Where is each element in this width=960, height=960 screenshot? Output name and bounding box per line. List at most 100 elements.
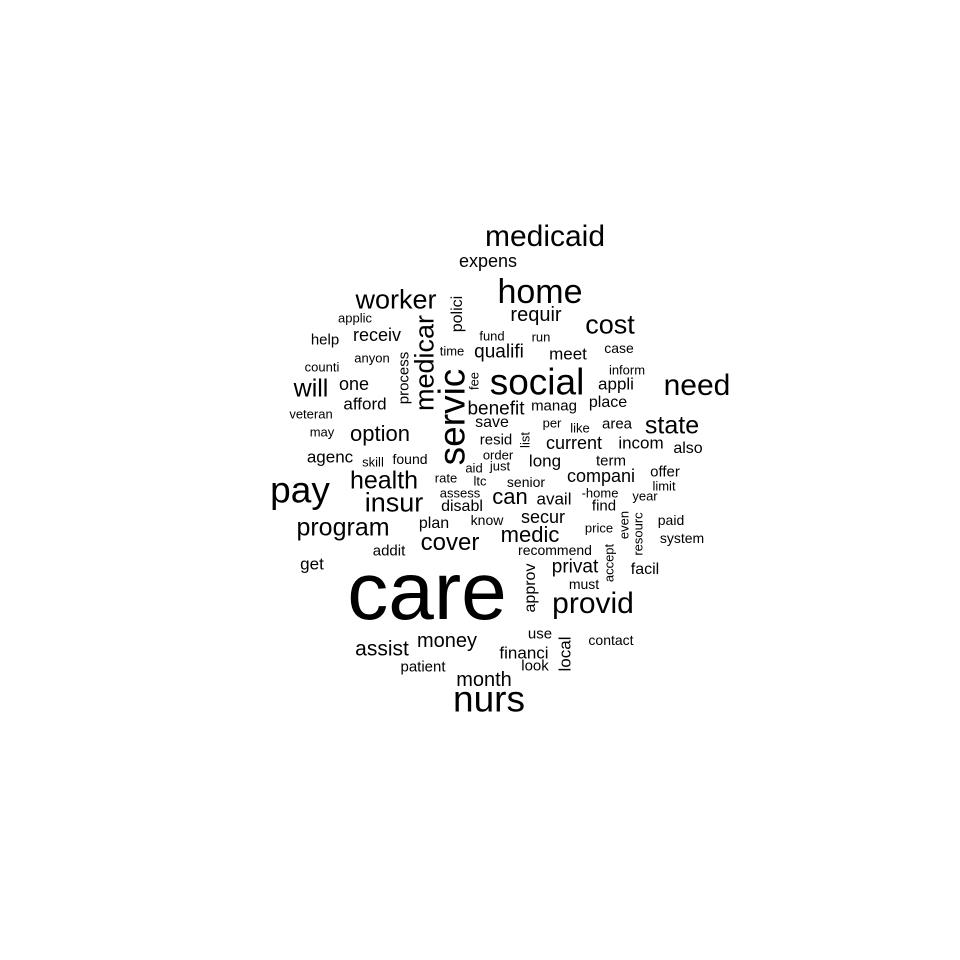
word-aid: aid: [465, 460, 483, 476]
word-know: know: [470, 512, 504, 528]
word-like: like: [570, 420, 590, 436]
word-addit: addit: [372, 542, 406, 560]
word-meet: meet: [549, 344, 587, 364]
word-qualifi: qualifi: [474, 341, 524, 363]
word-must: must: [568, 576, 600, 592]
word-limit: limit: [652, 478, 676, 494]
word-worker: worker: [355, 284, 437, 315]
word-order: order: [482, 447, 514, 463]
word-money: money: [416, 630, 478, 652]
word-compani: compani: [566, 466, 636, 486]
word-recommend: recommend: [518, 542, 592, 558]
word-patient: patient: [400, 658, 446, 676]
word-nurs: nurs: [453, 678, 525, 720]
word-contact: contact: [588, 632, 634, 648]
word-avail: avail: [536, 489, 572, 509]
word-requir: requir: [510, 304, 562, 326]
word-medicar: medicar: [409, 314, 440, 412]
word-may: may: [309, 424, 335, 440]
word-found: found: [392, 451, 428, 467]
word-incom: incom: [618, 433, 664, 453]
word-manag: manag: [531, 397, 577, 415]
word-run: run: [531, 329, 551, 345]
word-benefit: benefit: [467, 398, 525, 420]
word-can: can: [492, 484, 528, 509]
word-ltc: ltc: [473, 473, 487, 489]
word-applic: applic: [338, 310, 372, 326]
word-polici: polici: [449, 295, 466, 333]
word-medic: medic: [500, 522, 560, 547]
word-senior: senior: [506, 474, 546, 490]
word-get: get: [300, 554, 324, 574]
word-cover: cover: [420, 529, 480, 556]
word-plan: plan: [418, 515, 450, 532]
word-home: home: [497, 273, 583, 311]
word-accept: accept: [601, 543, 617, 583]
word-state: state: [644, 411, 700, 440]
word-provid: provid: [552, 587, 634, 620]
word-home: -home: [581, 485, 619, 501]
word-one: one: [338, 374, 370, 394]
word-veteran: veteran: [289, 406, 333, 422]
word-approv: approv: [522, 563, 539, 613]
word-just: just: [489, 458, 511, 474]
word-rate: rate: [434, 470, 458, 486]
word-current: current: [545, 433, 603, 453]
word-list: list: [517, 432, 533, 448]
word-even: even: [616, 510, 632, 540]
word-care: care: [347, 546, 507, 637]
word-expens: expens: [458, 251, 518, 271]
word-case: case: [604, 340, 634, 356]
word-disabl: disabl: [441, 498, 483, 515]
word-use: use: [527, 625, 553, 643]
word-assess: assess: [439, 485, 481, 501]
word-inform: inform: [608, 362, 646, 378]
word-receiv: receiv: [352, 325, 402, 345]
word-anyon: anyon: [354, 350, 390, 366]
word-insur: insur: [364, 487, 424, 518]
word-system: system: [659, 530, 705, 546]
word-process: process: [395, 351, 413, 405]
word-place: place: [588, 394, 628, 411]
word-pay: pay: [270, 469, 330, 511]
word-local: local: [555, 636, 575, 672]
word-resid: resid: [479, 431, 513, 449]
word-also: also: [673, 440, 703, 457]
word-need: need: [663, 369, 731, 402]
word-privat: privat: [551, 556, 599, 578]
word-agenc: agenc: [306, 447, 354, 467]
word-program: program: [296, 513, 390, 542]
word-time: time: [439, 343, 465, 359]
word-term: term: [596, 452, 626, 470]
word-per: per: [542, 415, 562, 431]
word-fee: fee: [466, 371, 482, 391]
word-medicaid: medicaid: [484, 220, 606, 253]
word-year: year: [632, 488, 658, 504]
word-month: month: [456, 669, 512, 691]
word-appli: appli: [598, 374, 634, 394]
word-find: find: [591, 497, 617, 515]
word-cost: cost: [585, 309, 635, 340]
word-option: option: [350, 421, 410, 446]
word-will: will: [293, 374, 329, 403]
word-facil: facil: [630, 561, 660, 578]
word-fund: fund: [479, 328, 505, 344]
word-long: long: [528, 451, 562, 471]
word-offer: offer: [650, 463, 680, 481]
word-save: save: [475, 414, 509, 431]
word-resourc: resourc: [630, 512, 646, 556]
word-skill: skill: [362, 454, 384, 470]
word-secur: secur: [520, 507, 566, 527]
word-help: help: [310, 331, 340, 349]
word-counti: counti: [304, 359, 340, 375]
word-paid: paid: [657, 512, 685, 528]
word-assist: assist: [355, 637, 409, 661]
word-price: price: [584, 520, 614, 536]
word-financi: financi: [499, 643, 549, 663]
word-area: area: [601, 415, 633, 433]
word-look: look: [521, 657, 549, 675]
word-afford: afford: [343, 394, 387, 414]
word-social: social: [489, 361, 585, 403]
word-health: health: [349, 466, 419, 495]
